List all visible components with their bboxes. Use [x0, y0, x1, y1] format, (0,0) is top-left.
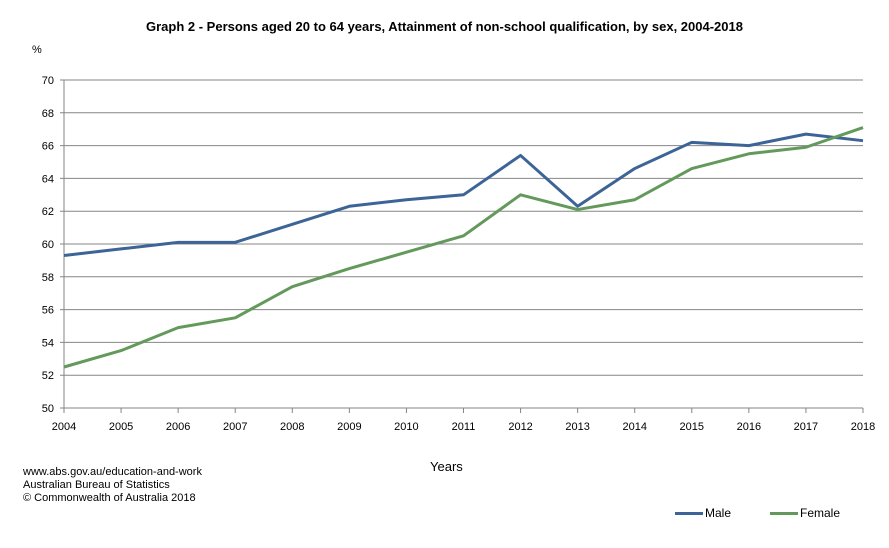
- x-tick-label: 2015: [680, 421, 704, 433]
- y-tick-label: 52: [42, 370, 54, 382]
- legend-male: Male: [675, 506, 731, 520]
- x-tick-label: 2017: [794, 421, 818, 433]
- x-tick-label: 2012: [508, 421, 532, 433]
- x-tick-label: 2005: [109, 421, 133, 433]
- x-tick-label: 2006: [166, 421, 190, 433]
- y-tick-label: 66: [42, 141, 54, 153]
- y-tick-label: 54: [42, 337, 54, 349]
- footer-url: www.abs.gov.au/education-and-work: [23, 466, 202, 478]
- x-tick-label: 2010: [394, 421, 418, 433]
- x-tick-label: 2007: [223, 421, 247, 433]
- x-tick-label: 2016: [737, 421, 761, 433]
- x-tick-label: 2008: [280, 421, 304, 433]
- legend-label-female: Female: [800, 506, 841, 520]
- footer-copyright: © Commonwealth of Australia 2018: [23, 492, 196, 504]
- legend-female: Female: [770, 506, 840, 520]
- x-tick-label: 2011: [452, 421, 476, 433]
- series-line-female: [63, 126, 864, 369]
- y-tick-label: 60: [42, 239, 54, 251]
- x-tick-label: 2013: [565, 421, 589, 433]
- y-axis-label: %: [32, 44, 42, 56]
- legend-label-male: Male: [705, 506, 732, 520]
- y-tick-label: 56: [42, 305, 54, 317]
- legend-swatch-female: [770, 511, 798, 515]
- x-tick-label: 2018: [851, 421, 875, 433]
- y-tick-label: 70: [42, 75, 54, 87]
- y-tick-label: 58: [42, 272, 54, 284]
- y-tick-label: 62: [42, 206, 54, 218]
- y-tick-label: 68: [42, 108, 54, 120]
- y-tick-label: 64: [42, 173, 54, 185]
- x-axis-label: Years: [430, 459, 463, 474]
- chart-title: Graph 2 - Persons aged 20 to 64 years, A…: [146, 19, 743, 34]
- y-tick-label: 50: [42, 403, 54, 415]
- x-tick-label: 2004: [52, 421, 76, 433]
- x-tick-label: 2009: [337, 421, 361, 433]
- legend-swatch-male: [675, 511, 703, 515]
- footer-org: Australian Bureau of Statistics: [23, 479, 170, 491]
- x-tick-label: 2014: [622, 421, 646, 433]
